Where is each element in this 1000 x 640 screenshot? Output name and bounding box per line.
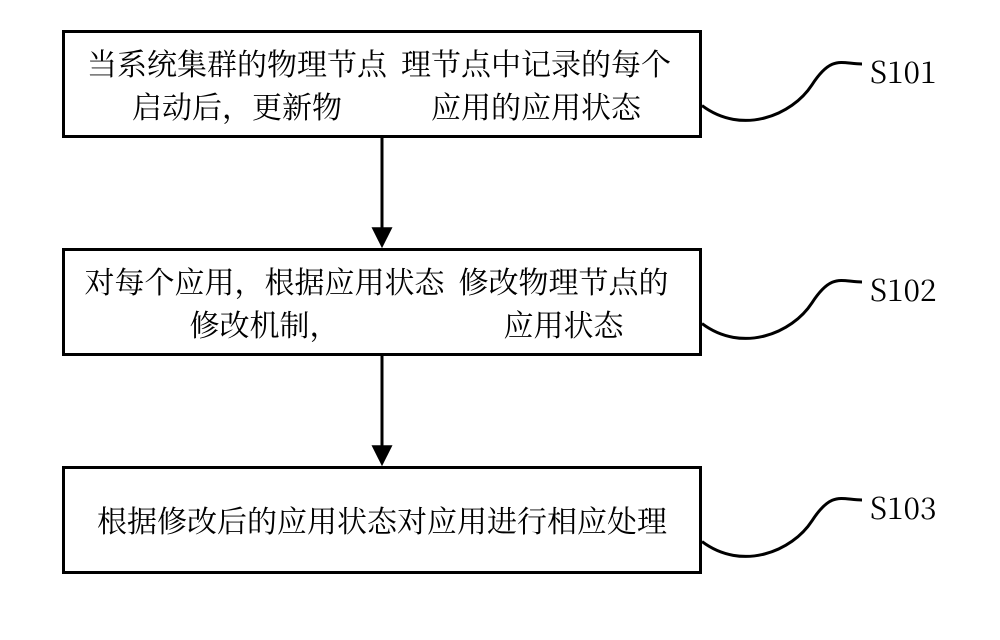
step-label-s102: S102: [870, 266, 937, 310]
flow-node-s101: 当系统集群的物理节点启动后，更新物理节点中记录的每个应用的应用状态: [62, 30, 702, 138]
flow-node-s102: 对每个应用，根据应用状态修改机制，修改物理节点的应用状态: [62, 248, 702, 356]
flow-node-s103: 根据修改后的应用状态对应用进行相应处理: [62, 466, 702, 574]
step-label-s103: S103: [870, 484, 937, 528]
step-label-s101: S101: [870, 48, 937, 92]
flowchart-canvas: 当系统集群的物理节点启动后，更新物理节点中记录的每个应用的应用状态 S101 对…: [0, 0, 1000, 640]
